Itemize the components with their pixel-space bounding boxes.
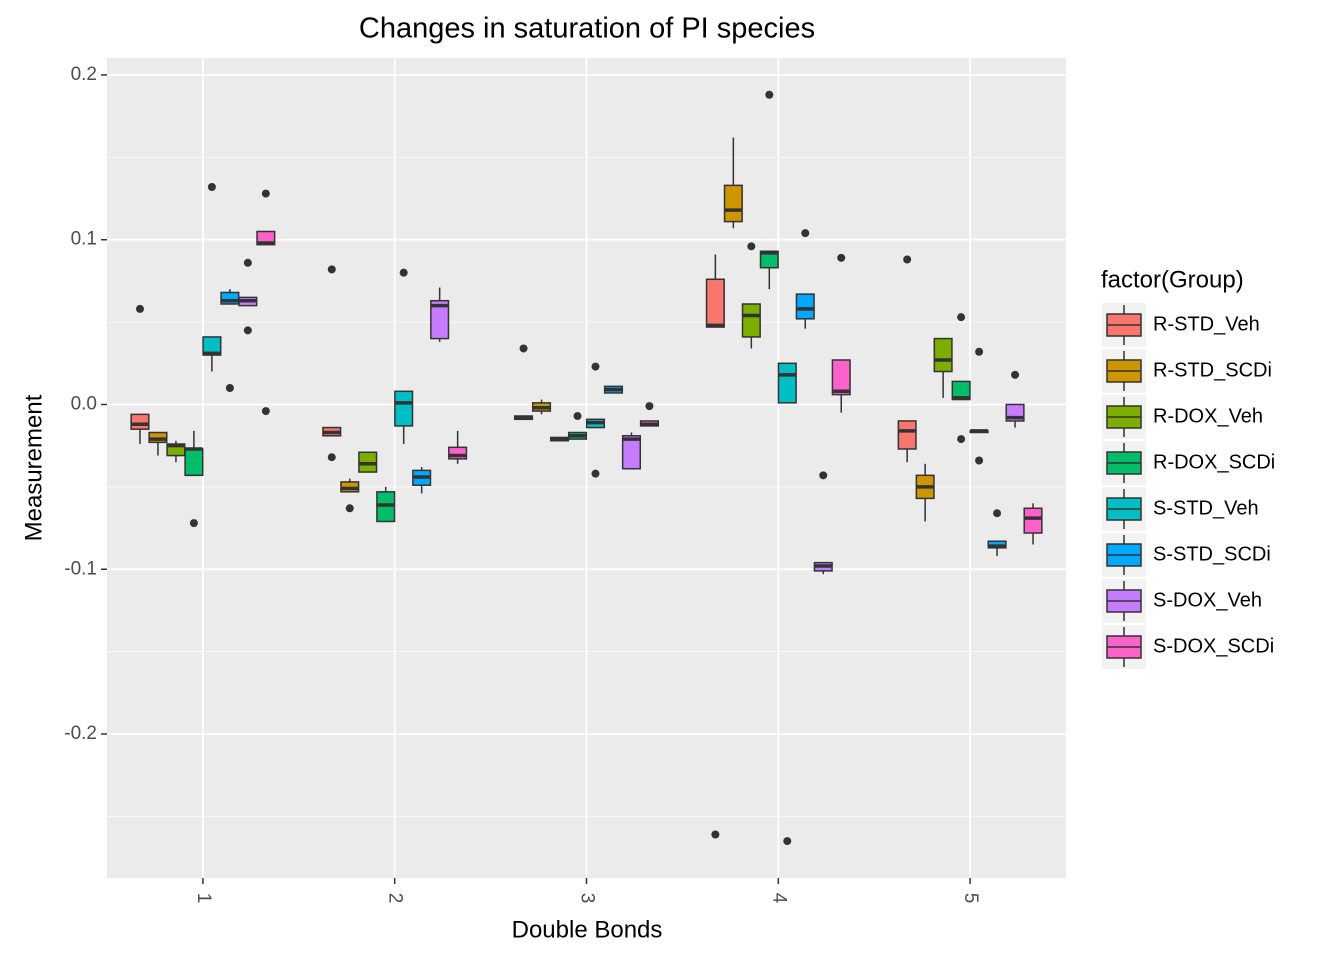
x-tick-label: 3 — [576, 893, 597, 904]
y-tick-label: 0.0 — [71, 394, 97, 415]
outlier — [711, 830, 720, 839]
outlier — [645, 402, 654, 411]
outlier — [261, 189, 270, 198]
box — [430, 299, 450, 340]
box — [184, 448, 204, 477]
outlier — [903, 255, 912, 264]
outlier — [783, 837, 792, 846]
legend-label: R-STD_Veh — [1153, 313, 1260, 335]
legend-label: S-DOX_Veh — [1153, 589, 1262, 611]
outlier — [327, 453, 336, 462]
outlier — [993, 509, 1002, 518]
y-tick-label: 0.2 — [71, 64, 97, 85]
outlier — [135, 304, 144, 313]
outlier — [345, 504, 354, 513]
outlier — [327, 265, 336, 274]
outlier — [261, 407, 270, 416]
box — [831, 359, 851, 396]
box — [795, 293, 815, 320]
outlier — [591, 469, 600, 478]
outlier — [591, 362, 600, 371]
y-tick-label: -0.2 — [64, 723, 97, 744]
legend-label: S-STD_Veh — [1153, 497, 1259, 519]
x-tick-label: 2 — [385, 893, 406, 904]
outlier — [747, 242, 756, 251]
outlier — [519, 344, 528, 353]
outlier — [801, 229, 810, 238]
legend-label: S-STD_SCDi — [1153, 543, 1271, 565]
y-tick-label: -0.1 — [64, 558, 97, 579]
box — [621, 435, 642, 470]
outlier — [819, 471, 828, 480]
outlier — [225, 384, 234, 393]
outlier — [1011, 370, 1020, 379]
outlier — [189, 519, 198, 528]
legend-label: S-DOX_SCDi — [1153, 635, 1274, 657]
outlier — [399, 268, 408, 277]
outlier — [573, 412, 582, 421]
box — [1023, 507, 1043, 534]
outlier — [765, 90, 774, 99]
x-axis-label: Double Bonds — [512, 916, 663, 943]
box — [777, 362, 797, 404]
box — [897, 420, 917, 450]
outlier — [837, 253, 846, 262]
y-tick-label: 0.1 — [71, 229, 97, 250]
box — [741, 303, 761, 338]
chart-title: Changes in saturation of PI species — [359, 13, 815, 45]
outlier — [975, 456, 984, 465]
outlier — [243, 258, 252, 267]
outlier — [957, 313, 966, 322]
legend-title: factor(Group) — [1101, 266, 1244, 293]
box — [933, 337, 953, 373]
y-axis-label: Measurement — [20, 394, 47, 541]
legend: R-STD_Veh R-STD_SCDi R-DOX_Veh R-DOX_SCDi S-… — [1102, 303, 1275, 669]
marks — [130, 90, 1043, 846]
box — [448, 446, 468, 460]
box — [723, 184, 743, 223]
legend-label: R-DOX_Veh — [1153, 405, 1263, 427]
box — [130, 413, 150, 430]
x-tick-label: 1 — [193, 893, 214, 904]
x-tick-label: 4 — [768, 893, 789, 904]
outlier — [975, 347, 984, 356]
outlier — [243, 326, 252, 335]
outlier — [957, 435, 966, 444]
box — [394, 390, 414, 427]
box — [705, 278, 725, 328]
legend-label: R-DOX_SCDi — [1153, 451, 1275, 473]
x-tick-label: 5 — [960, 893, 981, 904]
legend-label: R-STD_SCDi — [1153, 359, 1272, 381]
outlier — [207, 183, 216, 192]
